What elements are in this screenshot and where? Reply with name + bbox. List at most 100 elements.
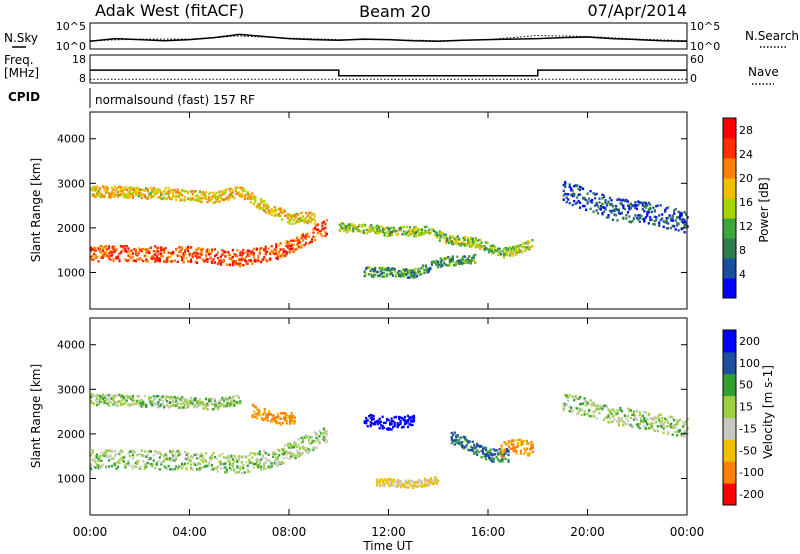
power-cell — [406, 276, 410, 279]
velocity-cell — [585, 400, 588, 403]
velocity-cell — [127, 395, 130, 399]
power-cell — [452, 235, 455, 239]
power-cell — [181, 194, 184, 197]
velocity-cell — [191, 468, 194, 471]
velocity-cell — [620, 410, 623, 413]
velocity-cell — [233, 460, 236, 463]
freq-unit: [MHz] — [4, 66, 39, 80]
velocity-colorbar-tick: 50 — [739, 379, 753, 392]
power-cell — [431, 227, 434, 231]
velocity-cell — [423, 484, 426, 488]
power-cell — [201, 258, 205, 261]
velocity-cell — [224, 462, 227, 465]
power-cell — [151, 195, 154, 198]
velocity-colorbar-swatch — [723, 483, 736, 506]
power-cell — [291, 214, 294, 217]
power-cell — [116, 256, 120, 259]
power-cell — [158, 196, 161, 199]
velocity-cell — [422, 484, 425, 488]
velocity-cell — [507, 453, 510, 457]
velocity-cell — [679, 418, 682, 422]
power-cell — [236, 249, 239, 252]
velocity-cell — [157, 459, 160, 463]
velocity-cell — [172, 404, 175, 407]
power-cell — [234, 260, 237, 263]
velocity-cell — [224, 456, 227, 459]
power-cell — [233, 263, 236, 266]
power-cell — [424, 265, 427, 268]
power-cell — [523, 246, 526, 249]
power-cell — [134, 248, 137, 251]
velocity-cell — [176, 454, 179, 458]
power-cell — [199, 247, 202, 250]
power-cell — [568, 185, 571, 189]
power-cell — [372, 270, 375, 273]
power-cell — [251, 250, 254, 253]
velocity-cell — [142, 403, 145, 406]
power-cell — [133, 187, 136, 190]
power-cell — [282, 254, 285, 257]
velocity-cell — [462, 447, 465, 450]
power-cell — [573, 200, 576, 203]
power-cell — [252, 202, 255, 205]
power-cell — [134, 259, 137, 263]
velocity-cell — [258, 462, 261, 465]
power-cell — [216, 262, 220, 265]
velocity-cell — [254, 406, 257, 409]
velocity-cell — [112, 403, 115, 406]
power-cell — [494, 249, 497, 252]
power-cell — [683, 219, 686, 222]
power-cell — [137, 195, 140, 198]
velocity-cell — [121, 403, 124, 406]
velocity-cell — [653, 429, 656, 432]
power-cell — [683, 220, 686, 223]
velocity-cell — [500, 444, 503, 447]
power-cell — [116, 255, 120, 258]
power-cell — [194, 254, 197, 258]
power-cell — [454, 263, 457, 267]
power-cell — [369, 269, 372, 272]
velocity-cell — [386, 479, 389, 482]
power-cell — [392, 274, 395, 277]
velocity-cell — [97, 403, 100, 406]
power-cell — [112, 188, 115, 191]
power-cell — [310, 218, 314, 222]
velocity-cell — [96, 403, 99, 407]
power-cell — [184, 196, 187, 199]
velocity-cell — [291, 446, 294, 449]
velocity-cell — [215, 457, 218, 460]
velocity-cell — [402, 484, 406, 487]
velocity-cell — [134, 465, 137, 469]
power-cell — [625, 217, 628, 220]
velocity-cell — [385, 479, 388, 482]
velocity-cell — [184, 457, 187, 460]
power-cell — [173, 259, 176, 263]
power-cell — [230, 192, 233, 195]
power-cell — [644, 216, 647, 219]
velocity-cell — [429, 479, 432, 482]
power-cell — [288, 222, 291, 225]
power-cell — [655, 205, 658, 208]
power-cell — [310, 238, 314, 241]
velocity-cell — [670, 415, 673, 418]
velocity-cell — [266, 467, 269, 470]
velocity-cell — [524, 451, 527, 454]
power-cell — [294, 248, 297, 251]
velocity-cell — [260, 468, 263, 471]
power-cell — [240, 186, 243, 189]
power-cell — [219, 194, 222, 197]
power-cell — [598, 207, 601, 210]
power-cell — [249, 251, 252, 254]
velocity-cell — [300, 453, 303, 456]
velocity-cell — [257, 409, 260, 412]
power-cell — [652, 206, 655, 209]
power-cell — [444, 263, 447, 266]
velocity-cell — [237, 457, 240, 461]
power-cell — [428, 228, 431, 231]
power-cell — [408, 226, 412, 229]
power-cell — [435, 236, 438, 239]
velocity-cell — [653, 416, 656, 420]
power-cell — [301, 232, 305, 236]
power-cell — [366, 266, 369, 269]
power-cell — [341, 227, 344, 230]
